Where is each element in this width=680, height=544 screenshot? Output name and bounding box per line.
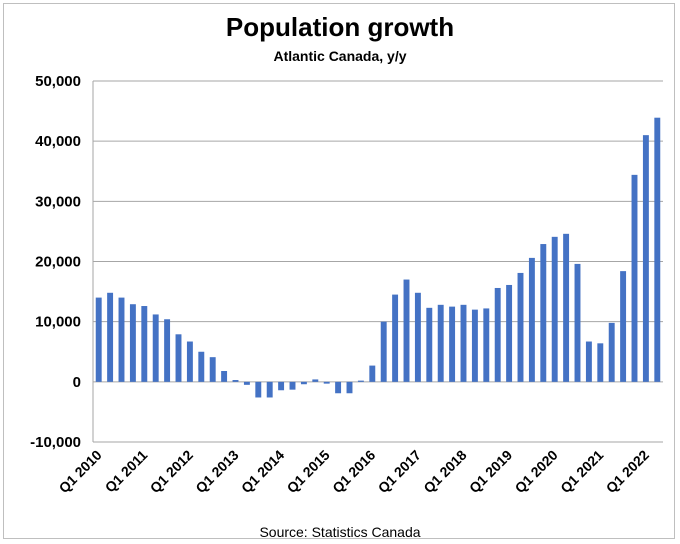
- y-tick-label: 50,000: [35, 73, 81, 90]
- x-tick-label: Q1 2010: [56, 447, 105, 496]
- bar: [551, 236, 558, 382]
- x-tick-label: Q1 2019: [466, 447, 515, 496]
- bar: [107, 292, 114, 382]
- bar: [574, 263, 581, 382]
- chart-subtitle: Atlantic Canada, y/y: [273, 48, 407, 64]
- bar: [118, 297, 125, 382]
- y-tick-label: 20,000: [35, 254, 81, 271]
- bar: [403, 279, 410, 382]
- bar: [312, 379, 319, 382]
- bar: [198, 351, 205, 382]
- chart-title: Population growth: [225, 12, 455, 42]
- x-tick-label: Q1 2018: [420, 447, 469, 496]
- x-tick-label: Q1 2014: [238, 447, 287, 496]
- bar: [608, 322, 615, 382]
- bar: [232, 380, 239, 382]
- x-tick-label: Q1 2020: [512, 447, 561, 496]
- source-note: Source: Statistics Canada: [259, 524, 421, 540]
- bar: [563, 233, 570, 382]
- bar: [323, 381, 330, 384]
- x-tick-label: Q1 2011: [102, 447, 151, 496]
- bar: [528, 257, 535, 382]
- x-tick-label: Q1 2017: [375, 447, 424, 496]
- chart-frame: [3, 3, 675, 539]
- bar: [209, 357, 216, 382]
- y-tick-label: 10,000: [35, 314, 81, 331]
- bar: [426, 307, 433, 382]
- y-tick-label: 40,000: [35, 133, 81, 150]
- bar: [300, 381, 307, 385]
- bar: [460, 304, 467, 382]
- bar: [380, 321, 387, 382]
- bar: [471, 309, 478, 382]
- bar: [506, 284, 513, 382]
- y-tick-label: 0: [73, 374, 81, 391]
- bar: [585, 341, 592, 382]
- bar: [141, 306, 148, 382]
- bar: [266, 381, 273, 398]
- bar: [631, 174, 638, 382]
- x-tick-label: Q1 2021: [557, 447, 606, 496]
- bar: [654, 117, 661, 382]
- x-tick-label: Q1 2015: [284, 447, 333, 496]
- bar: [346, 381, 353, 394]
- bar: [129, 304, 136, 382]
- bar: [289, 381, 296, 390]
- bar: [243, 381, 250, 385]
- bar: [335, 381, 342, 394]
- bar: [540, 244, 547, 382]
- bar: [278, 381, 285, 391]
- bar: [483, 308, 490, 382]
- bar: [494, 287, 501, 382]
- x-tick-label: Q1 2016: [329, 447, 378, 496]
- x-tick-label: Q1 2022: [603, 447, 652, 496]
- y-tick-label: 30,000: [35, 193, 81, 210]
- bar: [255, 381, 262, 398]
- bar: [221, 371, 228, 382]
- bar: [437, 304, 444, 382]
- bar: [95, 297, 102, 382]
- bar: [369, 365, 376, 382]
- bar: [620, 271, 627, 382]
- bar: [414, 292, 421, 382]
- bar: [642, 135, 649, 382]
- bar: [152, 314, 159, 382]
- x-tick-label: Q1 2013: [192, 447, 241, 496]
- bar: [164, 319, 171, 382]
- bar: [175, 334, 182, 382]
- bar: [597, 343, 604, 382]
- bar: [186, 341, 193, 382]
- bar: [357, 380, 364, 382]
- bar: [517, 272, 524, 382]
- x-tick-label: Q1 2012: [147, 447, 196, 496]
- y-tick-label: -10,000: [30, 434, 81, 451]
- bar: [392, 294, 399, 382]
- bar: [449, 306, 456, 382]
